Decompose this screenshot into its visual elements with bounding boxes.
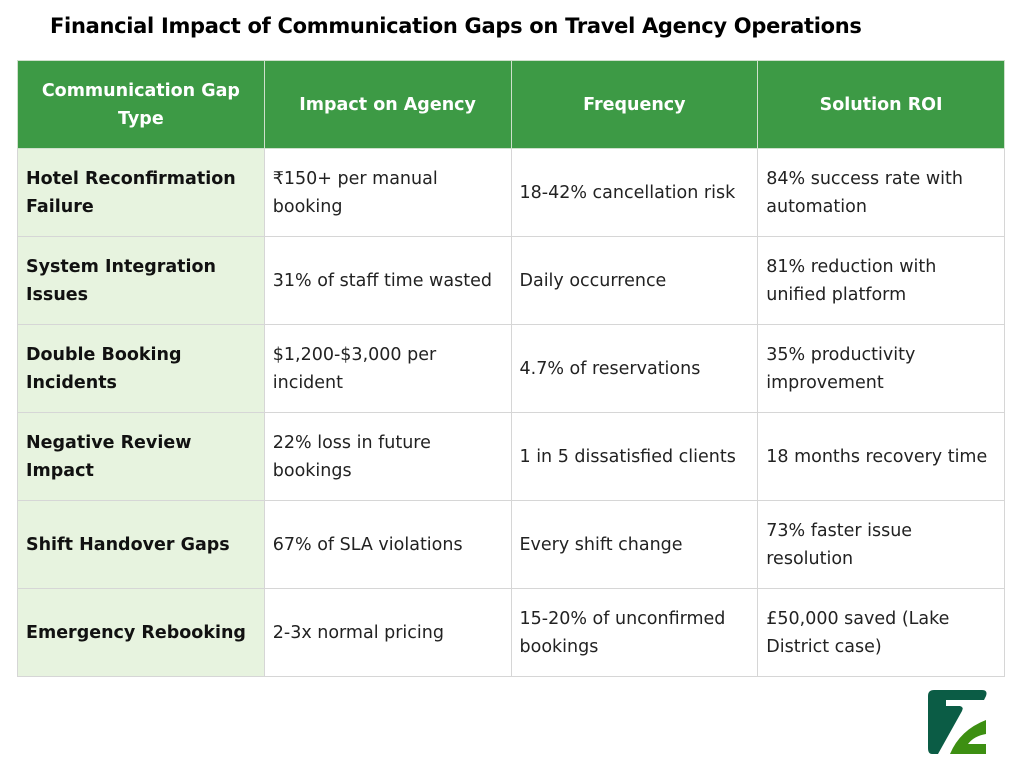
table-cell: 84% success rate with automation	[757, 148, 1005, 237]
table-cell: 67% of SLA violations	[263, 500, 512, 589]
row-header-cell: Negative Review Impact	[17, 412, 265, 501]
row-header-cell: Double Booking Incidents	[17, 324, 265, 413]
table-row: Negative Review Impact 22% loss in future…	[17, 412, 1005, 501]
table-cell: 22% loss in future bookings	[263, 412, 512, 501]
table-row: Double Booking Incidents $1,200-$3,000 pe…	[17, 324, 1005, 413]
column-header: Communication Gap Type	[17, 60, 265, 149]
table-cell: 18 months recovery time	[757, 412, 1005, 501]
table-row: System Integration Issues 31% of staff ti…	[17, 236, 1005, 325]
table-cell: 35% productivity improvement	[757, 324, 1005, 413]
table-cell: 2-3x normal pricing	[263, 588, 512, 677]
row-header-cell: Emergency Rebooking	[17, 588, 265, 677]
column-header: Frequency	[510, 60, 759, 149]
table-header-row: Communication Gap Type Impact on Agency …	[17, 60, 1005, 149]
table-cell: 18-42% cancellation risk	[510, 148, 759, 237]
table-row: Shift Handover Gaps 67% of SLA violations…	[17, 500, 1005, 589]
column-header: Solution ROI	[757, 60, 1005, 149]
row-header-cell: Hotel Reconfirmation Failure	[17, 148, 265, 237]
table-cell: 31% of staff time wasted	[263, 236, 512, 325]
page-title: Financial Impact of Communication Gaps o…	[50, 14, 862, 38]
table-cell: Daily occurrence	[510, 236, 759, 325]
table-cell: 73% faster issue resolution	[757, 500, 1005, 589]
table-cell: $1,200-$3,000 per incident	[263, 324, 512, 413]
impact-table: Communication Gap Type Impact on Agency …	[17, 60, 1005, 677]
row-header-cell: Shift Handover Gaps	[17, 500, 265, 589]
table-cell: 1 in 5 dissatisfied clients	[510, 412, 759, 501]
table-cell: 4.7% of reservations	[510, 324, 759, 413]
brand-logo-icon	[928, 690, 987, 754]
column-header: Impact on Agency	[263, 60, 512, 149]
table-cell: Every shift change	[510, 500, 759, 589]
table-row: Emergency Rebooking 2-3x normal pricing 15…	[17, 588, 1005, 677]
table-cell: 15-20% of unconfirmed bookings	[510, 588, 759, 677]
table-cell: ₹150+ per manual booking	[263, 148, 512, 237]
row-header-cell: System Integration Issues	[17, 236, 265, 325]
table-row: Hotel Reconfirmation Failure ₹150+ per ma…	[17, 148, 1005, 237]
table-cell: £50,000 saved (Lake District case)	[757, 588, 1005, 677]
table-cell: 81% reduction with unified platform	[757, 236, 1005, 325]
